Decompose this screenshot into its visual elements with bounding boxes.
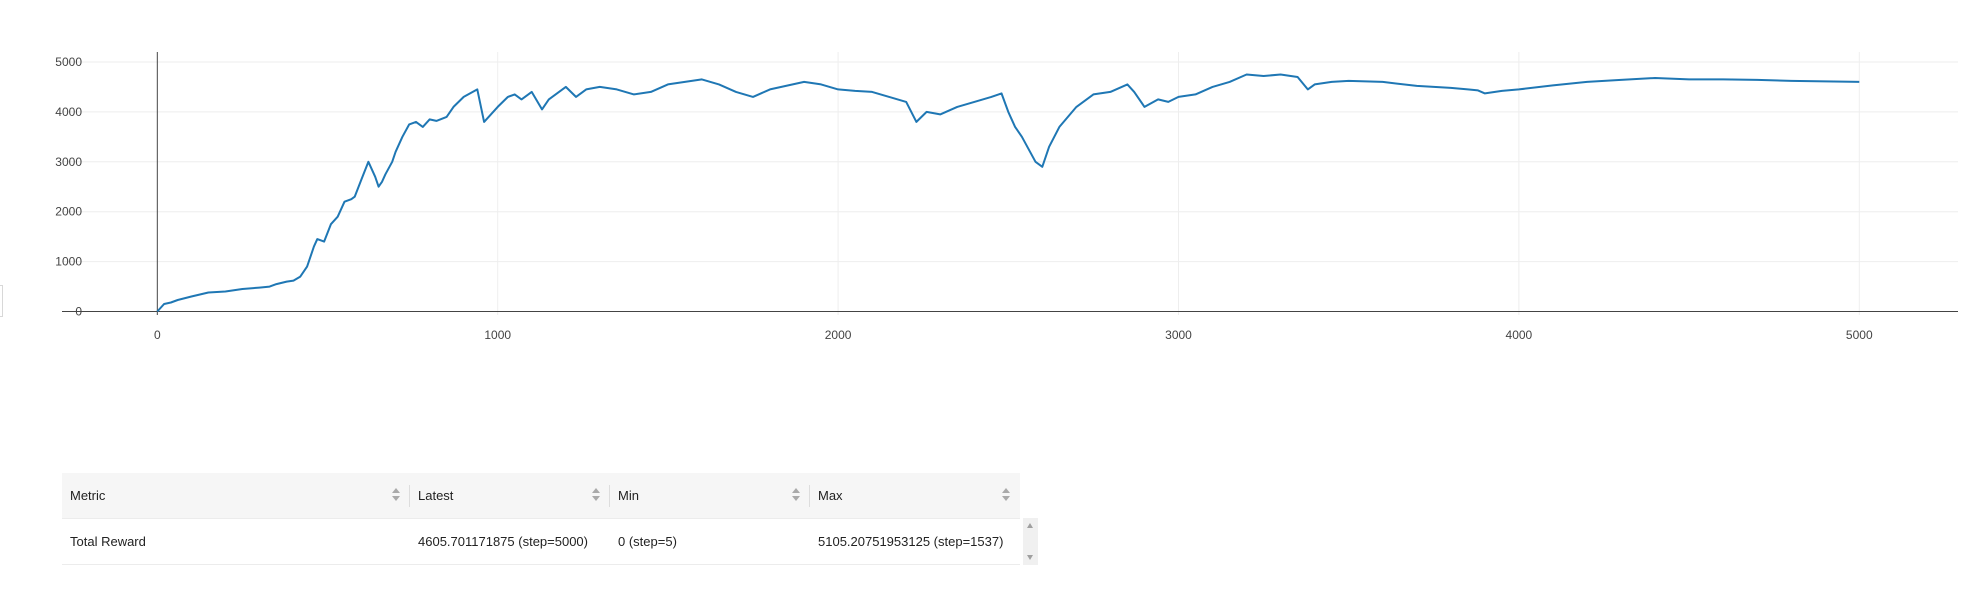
sort-icon[interactable] — [792, 488, 800, 502]
table-row[interactable]: Total Reward 4605.701171875 (step=5000) … — [62, 518, 1020, 565]
y-tick-label: 5000 — [55, 55, 82, 69]
x-tick-label: 4000 — [1506, 328, 1533, 342]
series-layer — [156, 73, 1860, 313]
table-scrollbar[interactable] — [1023, 518, 1038, 565]
column-divider[interactable] — [609, 485, 610, 507]
column-header-max[interactable]: Max — [810, 473, 1020, 519]
column-header-label: Metric — [70, 488, 106, 503]
column-header-min[interactable]: Min — [610, 473, 810, 519]
scroll-down-icon[interactable] — [1027, 555, 1033, 560]
x-tick-label: 1000 — [484, 328, 511, 342]
x-tick-label: 3000 — [1165, 328, 1192, 342]
cell-min: 0 (step=5) — [610, 518, 810, 565]
grid-layer — [62, 52, 1958, 315]
column-header-latest[interactable]: Latest — [410, 473, 610, 519]
panel-edge-tab[interactable] — [0, 285, 3, 317]
cell-latest: 4605.701171875 (step=5000) — [410, 518, 610, 565]
y-tick-label: 4000 — [55, 105, 82, 119]
x-tick-label: 5000 — [1846, 328, 1873, 342]
axis-layer — [62, 52, 1958, 315]
y-tick-label: 0 — [75, 305, 82, 319]
cell-metric: Total Reward — [62, 518, 410, 565]
x-tick-label: 0 — [154, 328, 161, 342]
cell-max: 5105.20751953125 (step=1537) — [810, 518, 1020, 565]
metrics-table-container: Metric Latest Min Max — [62, 473, 1041, 565]
column-header-metric[interactable]: Metric — [62, 473, 410, 519]
table-header-row: Metric Latest Min Max — [62, 473, 1020, 519]
y-tick-label: 3000 — [55, 155, 82, 169]
column-divider[interactable] — [809, 485, 810, 507]
metrics-table: Metric Latest Min Max — [62, 473, 1020, 565]
column-header-label: Latest — [418, 488, 454, 503]
sort-icon[interactable] — [592, 488, 600, 502]
reward-line-chart[interactable]: 0 1000 2000 3000 4000 5000 0 1000 2000 3000 4000 50… — [0, 0, 1965, 360]
y-tick-label: 1000 — [55, 255, 82, 269]
scroll-up-icon[interactable] — [1027, 523, 1033, 528]
y-tick-label: 2000 — [55, 205, 82, 219]
column-header-label: Min — [618, 488, 639, 503]
column-divider[interactable] — [409, 485, 410, 507]
tick-label-layer: 0 1000 2000 3000 4000 5000 0 1000 2000 3000 4000 50… — [55, 55, 1873, 342]
series-line — [156, 73, 1860, 313]
column-header-label: Max — [818, 488, 843, 503]
sort-icon[interactable] — [392, 488, 400, 502]
chart-svg: 0 1000 2000 3000 4000 5000 0 1000 2000 3000 4000 50… — [55, 52, 1958, 342]
sort-icon[interactable] — [1002, 488, 1010, 502]
x-tick-label: 2000 — [825, 328, 852, 342]
